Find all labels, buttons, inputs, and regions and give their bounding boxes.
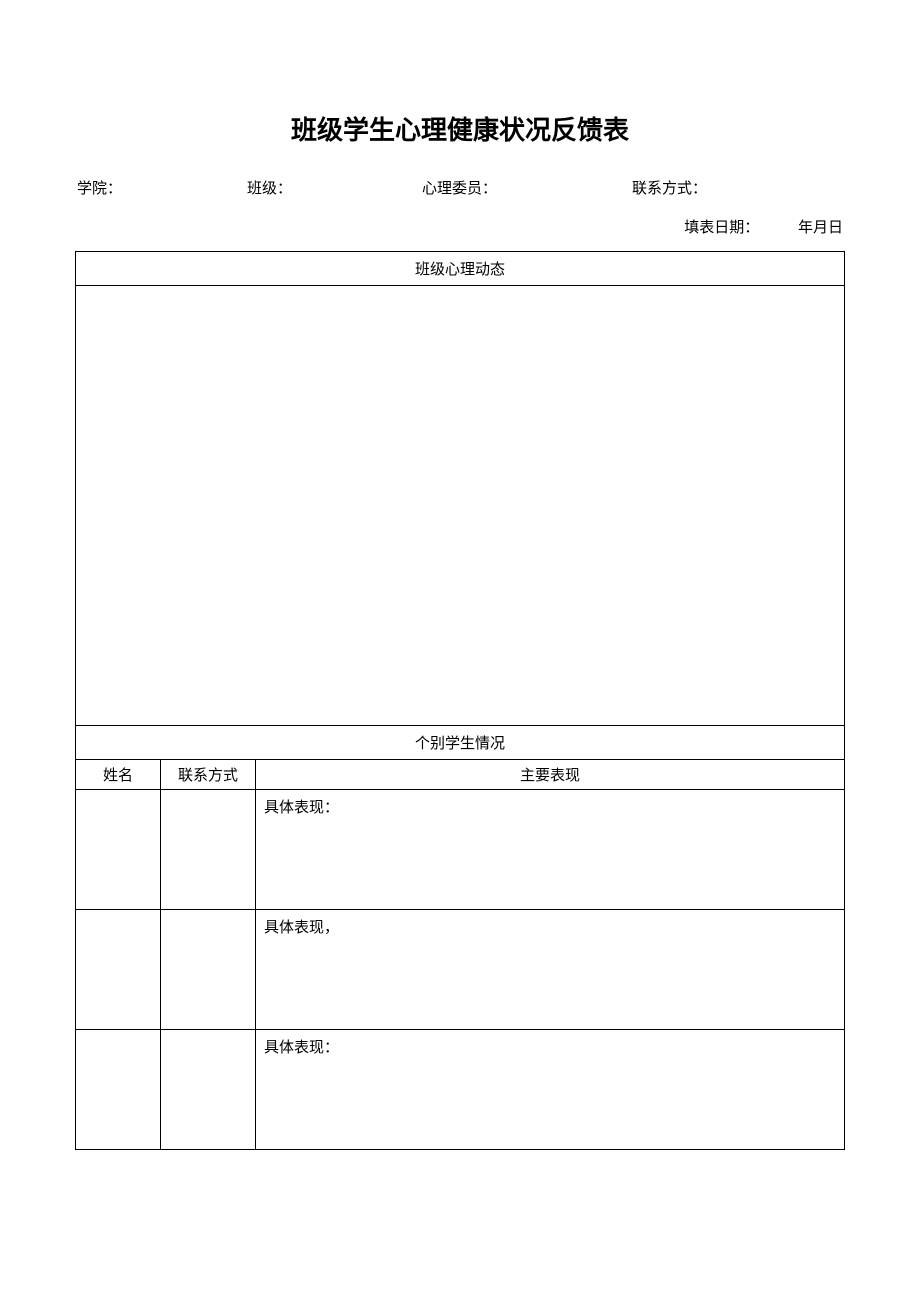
date-label: 填表日期： [684,220,759,236]
name-cell [76,1030,161,1150]
individual-header: 个别学生情况 [76,726,845,760]
behavior-cell: 具体表现： [256,790,845,910]
contact-cell [161,1030,256,1150]
table-row: 具体表现： [76,1030,845,1150]
dynamics-content [76,286,845,726]
table-row: 个别学生情况 [76,726,845,760]
date-value: 年月日 [798,220,843,236]
name-cell [76,790,161,910]
name-cell [76,910,161,1030]
column-contact-header: 联系方式 [161,760,256,790]
contact-cell [161,910,256,1030]
column-name-header: 姓名 [76,760,161,790]
feedback-table: 班级心理动态 个别学生情况 姓名 联系方式 主要表现 具体表现： 具体表现， 具… [75,251,845,1150]
date-row: 填表日期： 年月日 [75,216,845,237]
info-row: 学院： 班级： 心理委员： 联系方式： [75,177,845,198]
contact-label: 联系方式： [632,177,835,198]
class-label: 班级： [247,177,412,198]
page-title: 班级学生心理健康状况反馈表 [75,110,845,147]
column-behavior-header: 主要表现 [256,760,845,790]
counselor-label: 心理委员： [422,177,622,198]
college-label: 学院： [77,177,237,198]
behavior-cell: 具体表现： [256,1030,845,1150]
dynamics-header: 班级心理动态 [76,252,845,286]
contact-cell [161,790,256,910]
table-row: 姓名 联系方式 主要表现 [76,760,845,790]
table-row [76,286,845,726]
behavior-cell: 具体表现， [256,910,845,1030]
table-row: 具体表现， [76,910,845,1030]
table-row: 具体表现： [76,790,845,910]
table-row: 班级心理动态 [76,252,845,286]
